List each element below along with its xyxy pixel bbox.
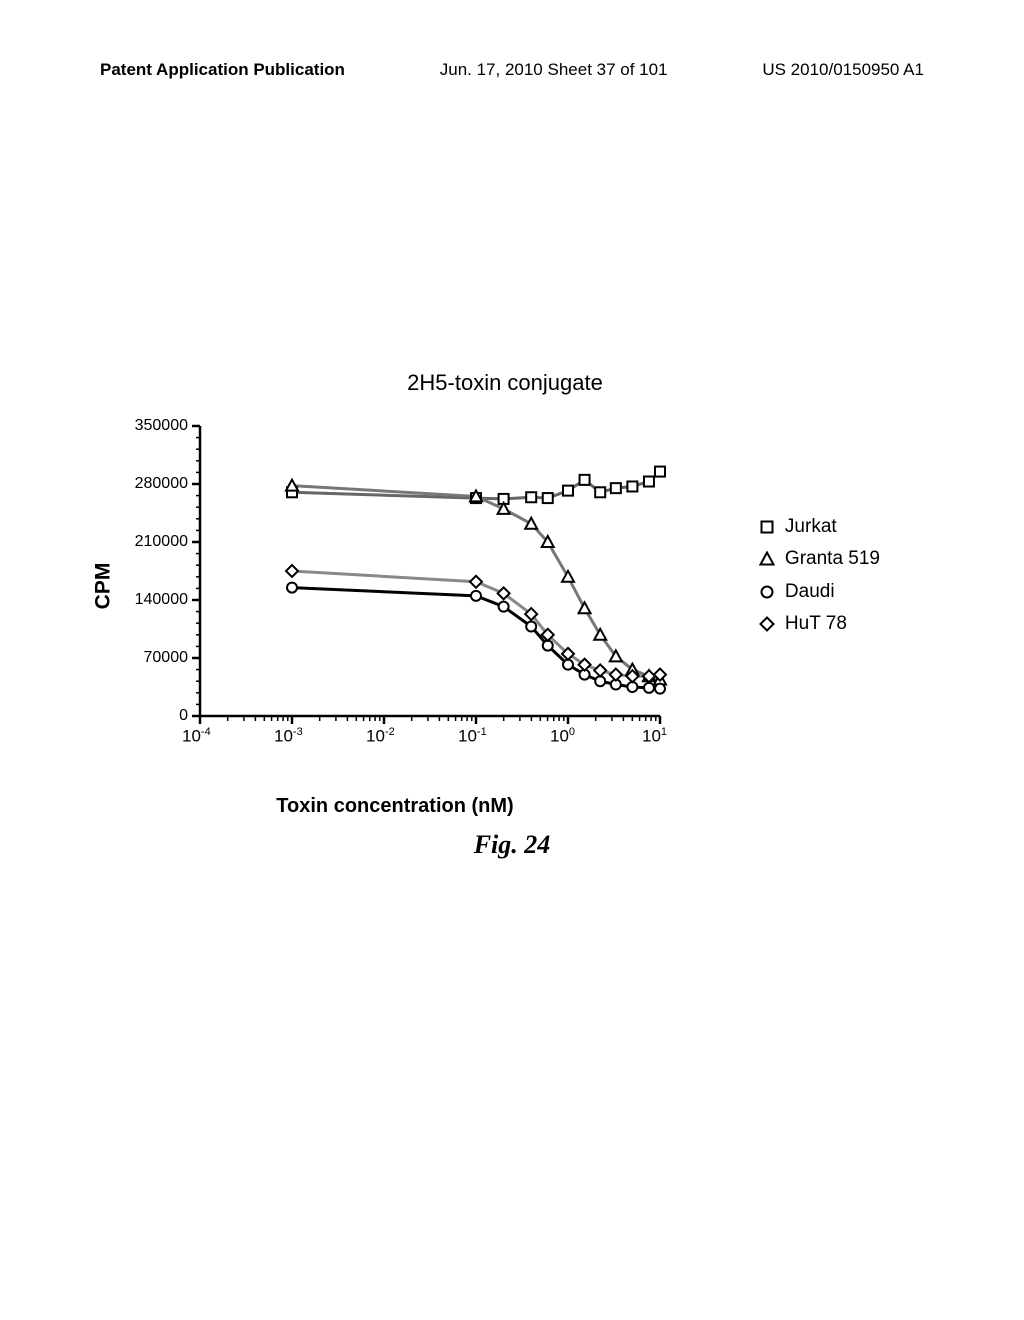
legend-label: HuT 78 bbox=[785, 608, 847, 640]
x-tick-label: 100 bbox=[550, 726, 575, 747]
circle-icon bbox=[759, 584, 775, 600]
figure-label: Fig. 24 bbox=[0, 830, 1024, 860]
diamond-icon bbox=[759, 616, 775, 632]
y-tick-label: 70000 bbox=[118, 649, 188, 667]
header-center: Jun. 17, 2010 Sheet 37 of 101 bbox=[440, 60, 668, 80]
legend-item: Jurkat bbox=[759, 511, 880, 543]
legend-label: Jurkat bbox=[785, 511, 837, 543]
page-header: Patent Application Publication Jun. 17, … bbox=[0, 60, 1024, 80]
y-tick-label: 350000 bbox=[118, 417, 188, 435]
x-tick-label: 10-2 bbox=[366, 726, 395, 747]
y-tick-label: 280000 bbox=[118, 475, 188, 493]
header-right: US 2010/0150950 A1 bbox=[762, 60, 924, 80]
legend-item: HuT 78 bbox=[759, 608, 880, 640]
chart-legend: JurkatGranta 519DaudiHuT 78 bbox=[759, 511, 880, 640]
chart-svg bbox=[120, 416, 670, 756]
chart-title: 2H5-toxin conjugate bbox=[160, 370, 850, 396]
y-tick-label: 210000 bbox=[118, 533, 188, 551]
y-axis-label: CPM bbox=[91, 563, 115, 610]
x-tick-label: 101 bbox=[642, 726, 667, 747]
triangle-icon bbox=[759, 551, 775, 567]
x-axis-label: Toxin concentration (nM) bbox=[120, 795, 670, 818]
legend-item: Daudi bbox=[759, 576, 880, 608]
header-left: Patent Application Publication bbox=[100, 60, 345, 80]
x-tick-label: 10-3 bbox=[274, 726, 303, 747]
legend-item: Granta 519 bbox=[759, 543, 880, 575]
x-tick-label: 10-4 bbox=[182, 726, 211, 747]
legend-label: Granta 519 bbox=[785, 543, 880, 575]
square-icon bbox=[759, 519, 775, 535]
chart-plot-area: CPM 070000140000210000280000350000 10-41… bbox=[120, 416, 850, 756]
chart-container: 2H5-toxin conjugate CPM 0700001400002100… bbox=[120, 370, 850, 756]
y-tick-label: 0 bbox=[118, 707, 188, 725]
legend-label: Daudi bbox=[785, 576, 835, 608]
x-tick-label: 10-1 bbox=[458, 726, 487, 747]
y-tick-label: 140000 bbox=[118, 591, 188, 609]
